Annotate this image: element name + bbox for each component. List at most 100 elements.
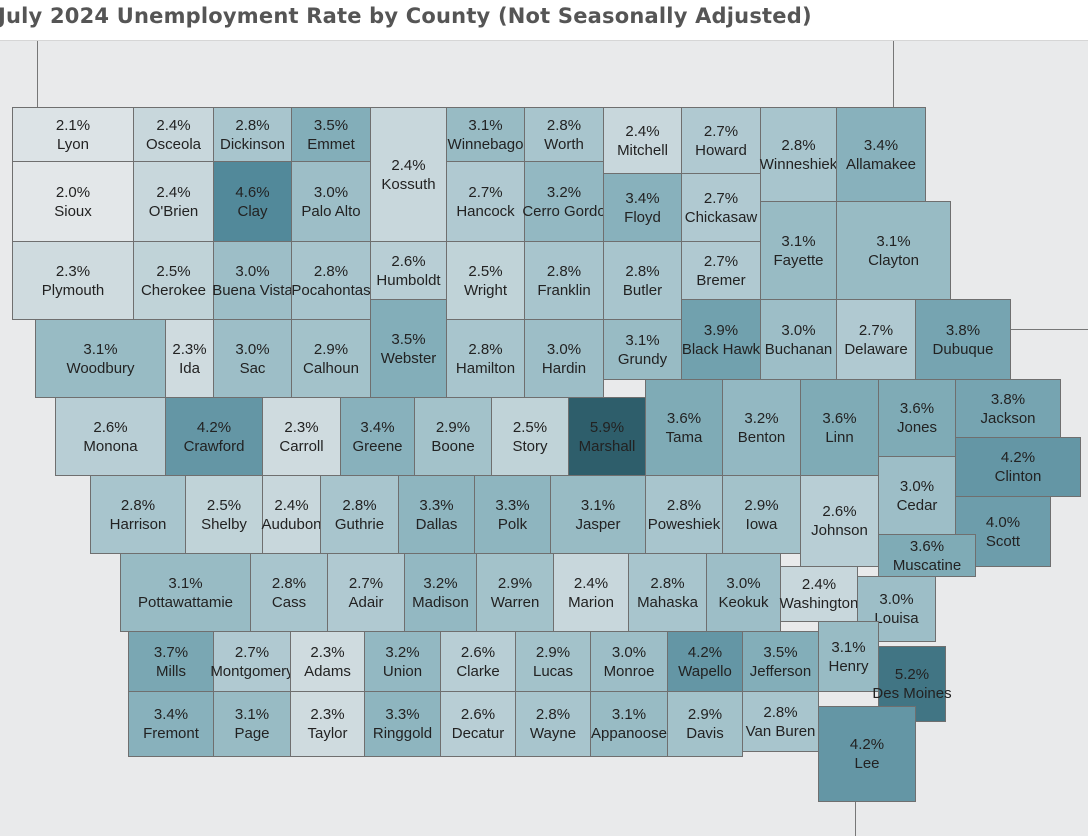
county-jasper[interactable]: 3.1% Jasper xyxy=(550,475,646,554)
county-mitchell[interactable]: 2.4% Mitchell xyxy=(603,107,682,174)
county-greene[interactable]: 3.4% Greene xyxy=(340,397,415,476)
county-polk[interactable]: 3.3% Polk xyxy=(474,475,551,554)
county-carroll[interactable]: 2.3% Carroll xyxy=(262,397,341,476)
county-story[interactable]: 2.5% Story xyxy=(491,397,569,476)
county-butler[interactable]: 2.8% Butler xyxy=(603,241,682,320)
county-humboldt[interactable]: 2.6% Humboldt xyxy=(370,241,447,300)
county-lee[interactable]: 4.2% Lee xyxy=(818,706,916,802)
county-cerro-gordo[interactable]: 3.2% Cerro Gordo xyxy=(522,161,606,242)
county-keokuk[interactable]: 3.0% Keokuk xyxy=(706,553,781,632)
county-warren[interactable]: 2.9% Warren xyxy=(476,553,554,632)
county-audubon[interactable]: 2.4% Audubon xyxy=(261,475,322,554)
county-henry[interactable]: 3.1% Henry xyxy=(818,621,879,692)
county-allamakee[interactable]: 3.4% Allamakee xyxy=(836,107,926,202)
county-marion[interactable]: 2.4% Marion xyxy=(553,553,629,632)
county-lyon[interactable]: 2.1% Lyon xyxy=(12,107,134,162)
county-plymouth[interactable]: 2.3% Plymouth xyxy=(12,241,134,320)
county-madison[interactable]: 3.2% Madison xyxy=(404,553,477,632)
county-washington[interactable]: 2.4% Washington xyxy=(780,566,858,622)
county-name: Butler xyxy=(622,281,663,299)
county-emmet[interactable]: 3.5% Emmet xyxy=(291,107,371,162)
county-hamilton[interactable]: 2.8% Hamilton xyxy=(446,319,525,398)
county-clay[interactable]: 4.6% Clay xyxy=(213,161,292,242)
county-delaware[interactable]: 2.7% Delaware xyxy=(836,299,916,380)
county-monroe[interactable]: 3.0% Monroe xyxy=(590,631,668,692)
county-winneshiek[interactable]: 2.8% Winneshiek xyxy=(760,107,837,202)
county-appanoose[interactable]: 3.1% Appanoose xyxy=(590,691,668,757)
county-cedar[interactable]: 3.0% Cedar xyxy=(878,456,956,535)
county-adams[interactable]: 2.3% Adams xyxy=(290,631,365,692)
county-johnson[interactable]: 2.6% Johnson xyxy=(800,475,879,567)
county-poweshiek[interactable]: 2.8% Poweshiek xyxy=(645,475,723,554)
county-sac[interactable]: 3.0% Sac xyxy=(213,319,292,398)
county-jefferson[interactable]: 3.5% Jefferson xyxy=(742,631,819,692)
county-marshall[interactable]: 5.9% Marshall xyxy=(568,397,646,476)
county-boone[interactable]: 2.9% Boone xyxy=(414,397,492,476)
county-montgomery[interactable]: 2.7% Montgomery xyxy=(210,631,294,692)
county-rate: 3.4% xyxy=(360,418,395,436)
county-cherokee[interactable]: 2.5% Cherokee xyxy=(133,241,214,320)
county-jackson[interactable]: 3.8% Jackson xyxy=(955,379,1061,438)
county-winnebago[interactable]: 3.1% Winnebago xyxy=(446,107,525,162)
county-davis[interactable]: 2.9% Davis xyxy=(667,691,743,757)
county-clayton[interactable]: 3.1% Clayton xyxy=(836,201,951,300)
county-howard[interactable]: 2.7% Howard xyxy=(681,107,761,174)
county-buchanan[interactable]: 3.0% Buchanan xyxy=(760,299,837,380)
county-linn[interactable]: 3.6% Linn xyxy=(800,379,879,476)
county-palo-alto[interactable]: 3.0% Palo Alto xyxy=(291,161,371,242)
county-decatur[interactable]: 2.6% Decatur xyxy=(440,691,516,757)
county-worth[interactable]: 2.8% Worth xyxy=(524,107,604,162)
county-pottawattamie[interactable]: 3.1% Pottawattamie xyxy=(120,553,251,632)
county-van-buren[interactable]: 2.8% Van Buren xyxy=(742,691,819,752)
county-page[interactable]: 3.1% Page xyxy=(213,691,291,757)
county-lucas[interactable]: 2.9% Lucas xyxy=(515,631,591,692)
county-grundy[interactable]: 3.1% Grundy xyxy=(603,319,682,380)
county-buena-vista[interactable]: 3.0% Buena Vista xyxy=(212,241,293,320)
county-floyd[interactable]: 3.4% Floyd xyxy=(603,173,682,242)
county-mahaska[interactable]: 2.8% Mahaska xyxy=(628,553,707,632)
county-dickinson[interactable]: 2.8% Dickinson xyxy=(213,107,292,162)
county-benton[interactable]: 3.2% Benton xyxy=(722,379,801,476)
county-iowa[interactable]: 2.9% Iowa xyxy=(722,475,801,554)
county-ringgold[interactable]: 3.3% Ringgold xyxy=(364,691,441,757)
county-wayne[interactable]: 2.8% Wayne xyxy=(515,691,591,757)
county-kossuth[interactable]: 2.4% Kossuth xyxy=(370,107,447,242)
county-wapello[interactable]: 4.2% Wapello xyxy=(667,631,743,692)
county-fremont[interactable]: 3.4% Fremont xyxy=(128,691,214,757)
county-black-hawk[interactable]: 3.9% Black Hawk xyxy=(681,299,761,380)
county-taylor[interactable]: 2.3% Taylor xyxy=(290,691,365,757)
county-hancock[interactable]: 2.7% Hancock xyxy=(446,161,525,242)
county-jones[interactable]: 3.6% Jones xyxy=(878,379,956,457)
county-name: Warren xyxy=(490,593,540,611)
county-dallas[interactable]: 3.3% Dallas xyxy=(398,475,475,554)
county-calhoun[interactable]: 2.9% Calhoun xyxy=(291,319,371,398)
county-dubuque[interactable]: 3.8% Dubuque xyxy=(915,299,1011,380)
county-chickasaw[interactable]: 2.7% Chickasaw xyxy=(681,173,761,242)
county-osceola[interactable]: 2.4% Osceola xyxy=(133,107,214,162)
county-harrison[interactable]: 2.8% Harrison xyxy=(90,475,186,554)
county-union[interactable]: 3.2% Union xyxy=(364,631,441,692)
county-crawford[interactable]: 4.2% Crawford xyxy=(165,397,263,476)
county-franklin[interactable]: 2.8% Franklin xyxy=(524,241,604,320)
county-muscatine[interactable]: 3.6% Muscatine xyxy=(878,534,976,577)
county-hardin[interactable]: 3.0% Hardin xyxy=(524,319,604,398)
county-monona[interactable]: 2.6% Monona xyxy=(55,397,166,476)
county-clinton[interactable]: 4.2% Clinton xyxy=(955,437,1081,497)
county-pocahontas[interactable]: 2.8% Pocahontas xyxy=(291,241,371,320)
county-map[interactable]: 2.1% Lyon 2.4% Osceola 2.8% Dickinson 3.5% Emme… xyxy=(0,40,1088,836)
county-guthrie[interactable]: 2.8% Guthrie xyxy=(320,475,399,554)
county-adair[interactable]: 2.7% Adair xyxy=(327,553,405,632)
county-ida[interactable]: 2.3% Ida xyxy=(165,319,214,398)
county-wright[interactable]: 2.5% Wright xyxy=(446,241,525,320)
county-bremer[interactable]: 2.7% Bremer xyxy=(681,241,761,300)
county-cass[interactable]: 2.8% Cass xyxy=(250,553,328,632)
county-mills[interactable]: 3.7% Mills xyxy=(128,631,214,692)
county-webster[interactable]: 3.5% Webster xyxy=(370,299,447,398)
county-fayette[interactable]: 3.1% Fayette xyxy=(760,201,837,300)
county-tama[interactable]: 3.6% Tama xyxy=(645,379,723,476)
county-clarke[interactable]: 2.6% Clarke xyxy=(440,631,516,692)
county-shelby[interactable]: 2.5% Shelby xyxy=(185,475,263,554)
county-o-brien[interactable]: 2.4% O'Brien xyxy=(133,161,214,242)
county-woodbury[interactable]: 3.1% Woodbury xyxy=(35,319,166,398)
county-sioux[interactable]: 2.0% Sioux xyxy=(12,161,134,242)
